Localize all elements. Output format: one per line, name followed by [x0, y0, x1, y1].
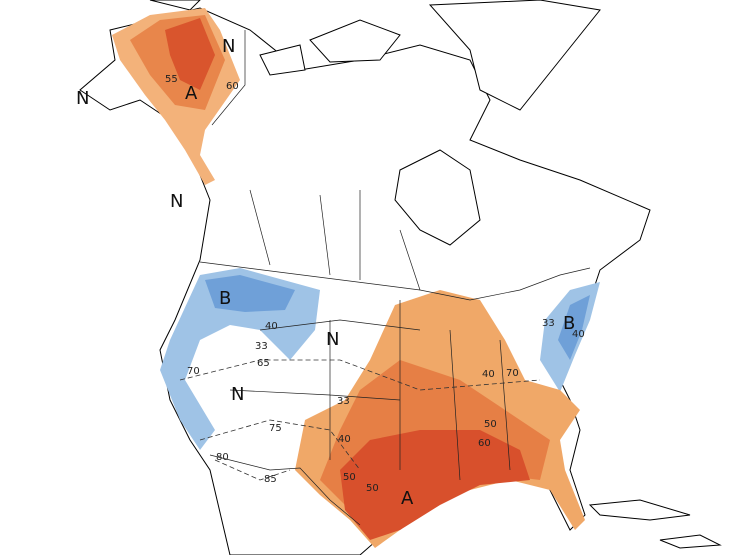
hudson-bay — [394, 149, 481, 246]
map-label: 70 — [506, 368, 519, 379]
map-label: 85 — [264, 474, 277, 485]
alaska-border — [211, 30, 246, 126]
borders — [199, 30, 591, 526]
labels: N N A 55 60 N B 40 33 65 N 70 N 33 75 80… — [76, 36, 585, 509]
contour-line — [214, 459, 291, 481]
contours — [179, 359, 541, 481]
below-area-west — [160, 268, 320, 450]
caribbean — [588, 499, 722, 549]
contour-line — [199, 419, 361, 471]
map-label: 55 — [165, 74, 178, 85]
map-label: 33 — [542, 318, 555, 329]
map-label: 70 — [187, 366, 200, 377]
map-label: N — [170, 191, 183, 212]
greenland — [428, 0, 601, 111]
map-label: B — [563, 313, 575, 334]
above-area-alaska-high — [165, 18, 215, 90]
below-area-east-high — [558, 295, 590, 360]
map-label: 40 — [265, 321, 278, 332]
map-label: 40 — [572, 329, 585, 340]
map-label: 65 — [257, 358, 270, 369]
map-label: N — [222, 36, 235, 57]
province-lines — [229, 189, 511, 481]
below-area-west-high — [205, 275, 295, 312]
map-label: N — [76, 88, 89, 109]
map-label: 75 — [269, 423, 282, 434]
us-canada-border — [199, 261, 591, 301]
map-label: 50 — [366, 483, 379, 494]
map-label: N — [231, 384, 244, 405]
map-label: 50 — [484, 419, 497, 430]
above-area-south-high — [340, 430, 530, 540]
map-label: A — [185, 83, 198, 104]
contour-line — [179, 359, 541, 391]
map-label: 60 — [478, 438, 491, 449]
map-label: 33 — [337, 396, 350, 407]
map-label: 33 — [255, 341, 268, 352]
us-mexico-border — [209, 454, 361, 526]
map-label: 60 — [226, 81, 239, 92]
forecast-areas — [112, 8, 600, 548]
map-label: 50 — [343, 472, 356, 483]
map-label: 80 — [216, 452, 229, 463]
map-label: 40 — [482, 369, 495, 380]
map-label: A — [401, 488, 414, 509]
arctic-islands — [149, 0, 401, 76]
map-label: B — [219, 288, 231, 309]
map-label: N — [326, 329, 339, 350]
map-label: 40 — [338, 434, 351, 445]
